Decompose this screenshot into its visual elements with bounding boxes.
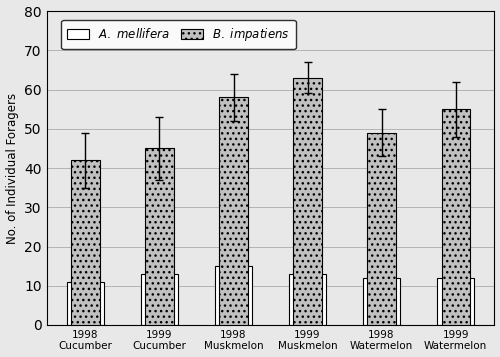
Bar <box>363 278 400 325</box>
Bar <box>67 282 104 325</box>
Bar <box>146 149 174 325</box>
Y-axis label: No. of Individual Foragers: No. of Individual Foragers <box>6 92 18 243</box>
Bar <box>442 109 469 325</box>
Bar <box>368 133 396 325</box>
Bar <box>289 274 326 325</box>
Bar <box>220 97 248 325</box>
Bar <box>294 78 322 325</box>
Bar <box>215 266 252 325</box>
Bar <box>141 274 178 325</box>
Legend: $\it{A.}$ $\it{mellifera}$, $\it{B.}$ $\it{impatiens}$: $\it{A.}$ $\it{mellifera}$, $\it{B.}$ $\… <box>62 20 296 49</box>
Bar <box>72 160 100 325</box>
Bar <box>437 278 474 325</box>
